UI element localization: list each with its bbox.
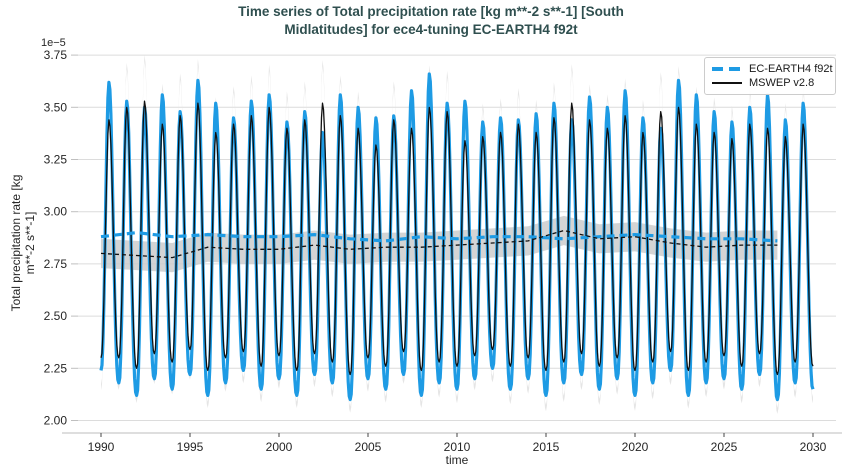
x-tick-label: 1995: [177, 440, 204, 454]
y-tick-label: 2.25: [44, 361, 68, 375]
y-tick-label: 2.00: [44, 414, 68, 428]
legend-item-mswep: MSWEP v2.8: [712, 76, 827, 90]
ec-earth4-running-mean-line: [100, 230, 778, 243]
legend-label: MSWEP v2.8: [749, 77, 815, 89]
mswep-running-mean-line: [100, 229, 778, 259]
legend: EC-EARTH4 f92t MSWEP v2.8: [704, 57, 836, 95]
y-tick-label: 3.25: [44, 153, 68, 167]
legend-line-sample-dashed: [712, 67, 742, 71]
y-axis-offset-label: 1e−5: [41, 37, 66, 49]
y-tick-label: 3.75: [44, 48, 68, 62]
chart-title-line-1: Time series of Total precipitation rate …: [238, 4, 624, 19]
y-tick-label: 3.50: [44, 100, 68, 114]
x-tick-label: 2015: [533, 440, 560, 454]
x-tick-label: 2005: [355, 440, 382, 454]
x-tick-label: 1990: [88, 440, 115, 454]
x-axis-label: time: [445, 453, 469, 467]
x-tick-label: 2030: [800, 440, 827, 454]
x-tick-label: 2000: [266, 440, 293, 454]
axes: 3.75 3.50 3.25 3.00 2.75 2.50 2.25 2.00 1990 1995…: [44, 48, 842, 454]
legend-item-ec-earth4: EC-EARTH4 f92t: [712, 62, 833, 76]
uncertainty-bands: [101, 54, 813, 414]
data-series: [99, 72, 815, 402]
y-tick-label: 2.75: [44, 257, 68, 271]
mswep-seasonal-line: [100, 100, 814, 376]
y-tick-label: 2.50: [44, 309, 68, 323]
mswep-mean-uncertainty-band: [101, 215, 778, 273]
x-tick-label: 2025: [711, 440, 738, 454]
chart-title: Time series of Total precipitation rate …: [20, 3, 842, 38]
legend-label: EC-EARTH4 f92t: [749, 63, 833, 75]
x-tick-label: 2010: [444, 440, 471, 454]
chart-title-line-2: Midlatitudes] for ece4-tuning EC-EARTH4 …: [284, 21, 578, 37]
legend-line-sample-solid: [712, 82, 742, 84]
x-tick-label: 2020: [622, 440, 649, 454]
y-tick-label: 3.00: [44, 205, 68, 219]
